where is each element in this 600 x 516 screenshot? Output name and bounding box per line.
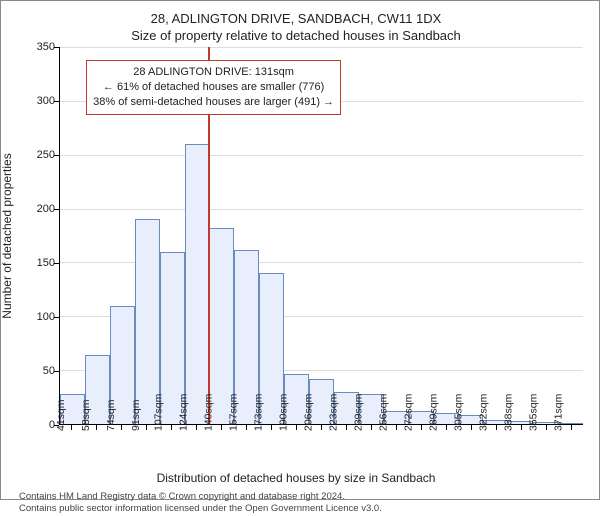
footer-line-1: Contains HM Land Registry data © Crown c…: [19, 491, 583, 503]
x-axis-label: Distribution of detached houses by size …: [9, 471, 583, 485]
footer: Contains HM Land Registry data © Crown c…: [19, 491, 583, 516]
x-tick-label: 239sqm: [352, 394, 364, 431]
x-tick-label: 322sqm: [477, 394, 489, 431]
y-axis-label-col: Number of detached properties: [9, 47, 29, 425]
x-axis-ticks: 41sqm58sqm74sqm91sqm107sqm124sqm140sqm15…: [59, 425, 583, 469]
x-tick-label: 74sqm: [106, 399, 118, 431]
x-tick-label: 124sqm: [178, 394, 190, 431]
y-axis-ticks: 050100150200250300350: [29, 47, 59, 425]
annotation-line: ← 61% of detached houses are smaller (77…: [93, 80, 334, 95]
annotation-line: 38% of semi-detached houses are larger (…: [93, 95, 334, 110]
footer-line-2: Contains public sector information licen…: [19, 503, 583, 515]
x-tick-label: 256sqm: [377, 394, 389, 431]
chart-subtitle: Size of property relative to detached ho…: [9, 28, 583, 43]
y-tick-label: 350: [37, 41, 55, 53]
histogram-bar: [185, 144, 210, 424]
annotation-line: 28 ADLINGTON DRIVE: 131sqm: [93, 65, 334, 80]
y-axis-label: Number of detached properties: [0, 153, 14, 318]
x-tick-label: 173sqm: [252, 394, 264, 431]
x-tick-label: 107sqm: [153, 394, 165, 431]
x-tick-label: 305sqm: [452, 394, 464, 431]
x-tick-label: 371sqm: [552, 394, 564, 431]
y-tick-label: 100: [37, 311, 55, 323]
y-tick-label: 200: [37, 203, 55, 215]
x-tick-label: 140sqm: [203, 394, 215, 431]
annotation-box: 28 ADLINGTON DRIVE: 131sqm← 61% of detac…: [86, 60, 341, 115]
chart-body: Number of detached properties 0501001502…: [9, 47, 583, 425]
x-tick-label: 91sqm: [131, 399, 143, 431]
page-title: 28, ADLINGTON DRIVE, SANDBACH, CW11 1DX: [9, 11, 583, 26]
y-tick-label: 300: [37, 95, 55, 107]
y-tick-label: 250: [37, 149, 55, 161]
x-tick-label: 157sqm: [227, 394, 239, 431]
x-tick-label: 206sqm: [302, 394, 314, 431]
x-tick-label: 338sqm: [502, 394, 514, 431]
x-tick-label: 58sqm: [81, 399, 93, 431]
y-tick-label: 150: [37, 257, 55, 269]
x-tick-label: 41sqm: [56, 399, 68, 431]
x-tick-label: 190sqm: [277, 394, 289, 431]
plot-area: 28 ADLINGTON DRIVE: 131sqm← 61% of detac…: [59, 47, 583, 425]
x-tick-label: 272sqm: [402, 394, 414, 431]
x-tick-label: 223sqm: [327, 394, 339, 431]
x-tick-label: 289sqm: [427, 394, 439, 431]
chart-container: 28, ADLINGTON DRIVE, SANDBACH, CW11 1DX …: [0, 0, 600, 500]
x-tick-label: 355sqm: [527, 394, 539, 431]
